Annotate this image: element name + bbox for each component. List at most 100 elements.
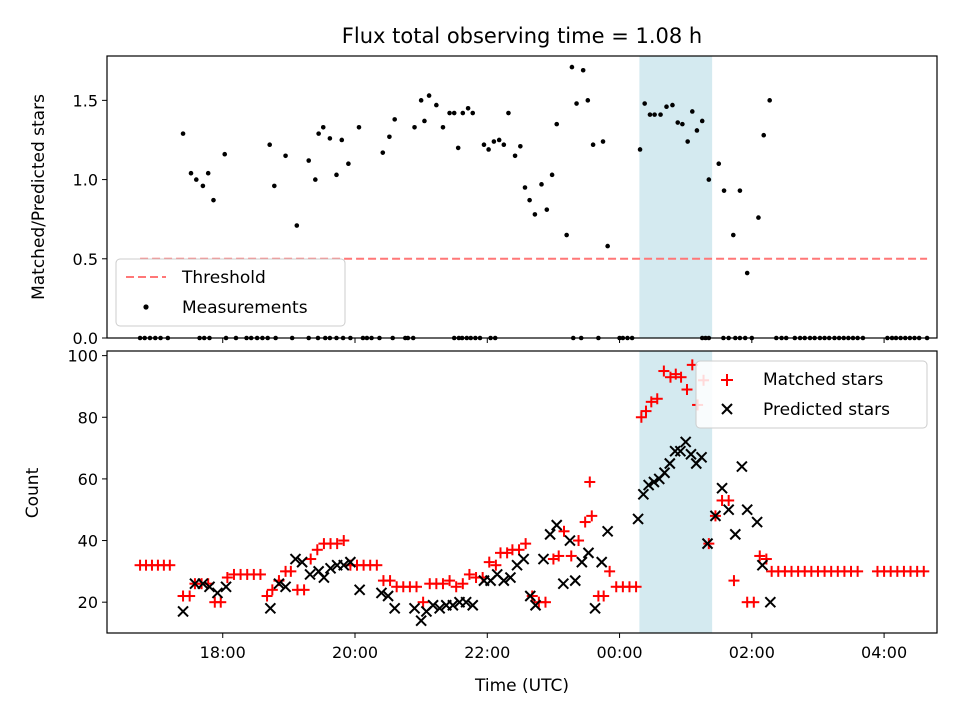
bottom-legend-box [695,360,928,429]
measurement-point [600,139,606,144]
predicted-star-point [517,553,530,565]
bottom-y-axis-label: Count [23,467,43,518]
matched-star-point [417,596,429,608]
measurement-point [685,139,690,144]
predicted-star-point [273,577,285,590]
measurement-point [272,183,277,189]
predicted-star-point [537,553,550,565]
matched-star-point [285,565,297,577]
matched-star-point [748,596,760,608]
predicted-star-point [375,587,388,599]
matched-star-point [539,596,551,608]
matched-star-point [513,544,525,556]
matched-star-point [645,396,657,408]
predicted-star-point [447,599,459,611]
matched-star-point [463,568,475,580]
predicted-star-point [736,460,748,473]
matched-star-point [457,578,469,590]
measurement-point [211,197,216,203]
predicted-star-point [279,581,292,593]
matched-star-point [675,371,687,383]
measurement-point [706,177,712,182]
predicted-star-point [415,614,427,627]
measurement-point [699,118,705,124]
predicted-star-point [197,577,209,590]
legend-threshold-label: Threshold [181,268,266,288]
measurement-point [569,64,575,70]
measurement-point [716,161,722,167]
matched-star-point [254,568,266,580]
legend-predicted-marker [721,403,733,415]
top-x-ticks [222,338,885,343]
measurement-point [180,131,186,136]
legend-predicted-label: Predicted stars [763,400,890,420]
matched-star-point [520,538,532,550]
measurement-point [434,102,439,108]
matched-star-point [579,516,591,528]
measurement-point [539,182,544,187]
measurement-point [470,110,476,116]
measurement-point [392,117,397,122]
predicted-star-point [632,513,644,525]
matched-star-point [918,565,930,577]
measurement-point [737,188,743,193]
measurement-point [501,142,507,148]
matched-star-point [558,525,570,537]
predicted-star-point [716,482,728,494]
measurement-point [647,112,653,117]
matched-star-point [184,590,196,602]
measurement-point [193,177,199,182]
measurement-point [496,137,502,143]
matched-star-point [483,556,495,568]
matched-star-point [450,581,462,593]
matched-star-point [311,544,323,556]
matched-star-point [266,584,278,596]
top-panel-highlight-span [639,56,713,338]
predicted-star-point [353,584,366,596]
measurement-point [320,124,326,130]
x-tick-label: 00:00 [596,643,642,662]
matched-star-point [651,393,663,405]
predicted-star-point [544,528,556,541]
measurement-point [455,145,461,151]
measurement-point [680,121,685,127]
predicted-star-point [289,553,302,565]
y-tick-label: 0.5 [73,250,98,269]
bottom-panel-frame [106,350,938,634]
y-tick-label: 1.5 [73,91,98,110]
measurement-point [346,161,351,167]
matched-star-point [760,553,772,565]
y-tick-label: 0.0 [73,329,98,348]
y-tick-label: 20 [78,593,98,612]
predicted-star-point [408,602,421,615]
top-panel-frame [106,55,938,339]
predicted-star-point [701,537,714,550]
matched-star-point [598,590,610,602]
predicted-star-point [674,445,687,457]
predicted-star-point [467,599,479,611]
y-tick-label: 80 [78,408,98,427]
predicted-star-point [709,510,722,522]
bottom-y-ticks: 20 40 60 80 100 [67,347,107,612]
bottom-x-ticks: 18:00 20:00 22:00 00:00 02:00 04:00 [200,633,907,662]
measurement-point [756,215,761,220]
predicted-star-point [637,488,650,501]
measurement-point [580,67,586,73]
matched-star-point [221,572,233,584]
predicted-star-point [460,596,472,608]
predicted-star-point [220,581,232,593]
predicted-star-point [524,590,536,602]
matched-star-point [164,559,176,571]
matched-star-point [681,384,693,396]
matched-star-point [728,575,740,587]
measurement-point [642,101,647,106]
measurement-point [767,98,772,103]
measurement-point [200,183,206,189]
legend-measurements-marker [143,304,149,310]
top-legend-box [115,258,346,327]
predicted-star-point [582,547,595,559]
predicted-star-point [427,599,439,611]
predicted-star-point [264,602,277,615]
measurement-point [380,150,386,155]
matched-star-point [305,553,317,565]
